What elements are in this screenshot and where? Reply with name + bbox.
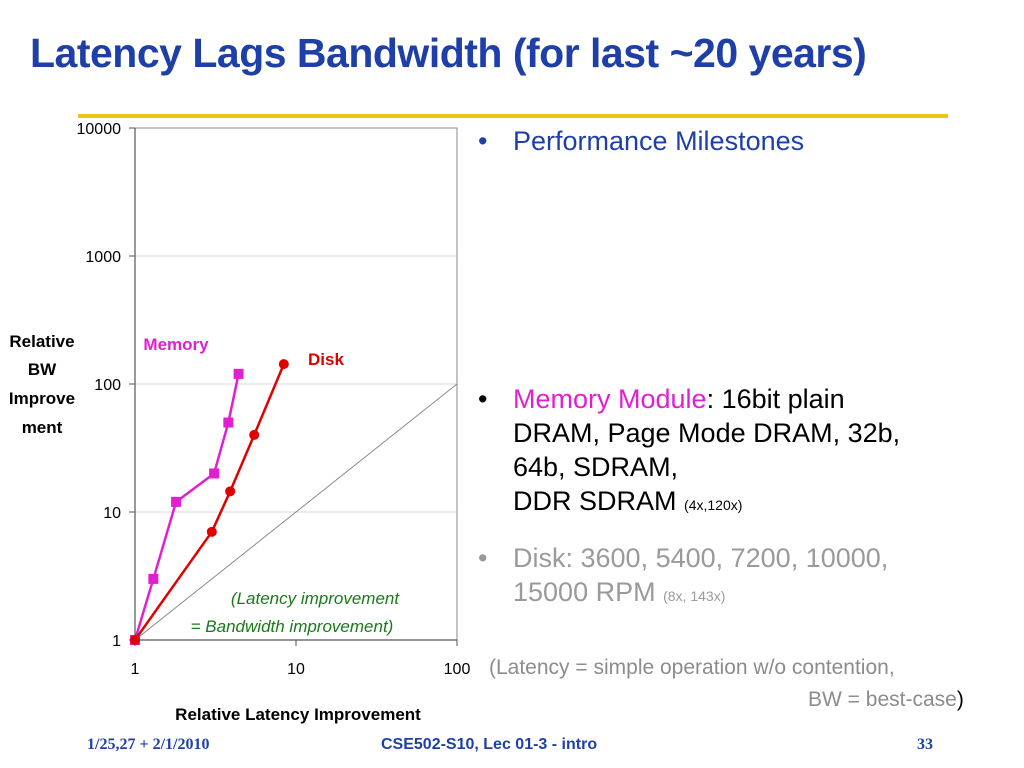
memory-ratio: (4x,120x) <box>684 497 743 513</box>
memory-line2: DRAM, Page Mode DRAM, 32b, <box>513 418 901 448</box>
x-axis-title: Relative Latency Improvement <box>175 705 421 724</box>
gridlines <box>135 127 457 513</box>
y-tick-label: 10000 <box>77 121 122 138</box>
bullet-memory-text: Memory Module: 16bit plain DRAM, Page Mo… <box>513 382 900 522</box>
memory-module-highlight: Memory Module <box>513 384 707 414</box>
bullet-dot: • <box>478 543 488 573</box>
disk-line1: Disk: 3600, 5400, 7200, 10000, <box>513 543 889 573</box>
chart-labels: Relative Latency Improvement Relative BW Im… <box>9 332 421 724</box>
memory-line1-rest: : 16bit plain <box>706 384 845 414</box>
y-tick-label: 100 <box>94 377 121 394</box>
title-underline <box>78 114 948 118</box>
y-tick-label: 1 <box>112 633 121 650</box>
latency-bw-chart: 1 10 100 1000 10000 1 10 100 Relative Latency I… <box>9 121 470 724</box>
reference-label-line1: (Latency improvement <box>231 589 400 608</box>
memory-data-point <box>223 417 234 428</box>
disk-line2: 15000 RPM <box>513 577 656 607</box>
y-axis-title-line: ment <box>22 418 63 437</box>
latency-definition-note: (Latency = simple operation w/o contenti… <box>489 656 895 679</box>
y-axis-title-line: BW <box>28 360 57 379</box>
memory-series-label: Memory <box>143 335 209 354</box>
memory-data-point <box>233 368 244 379</box>
memory-line3: 64b, SDRAM, <box>513 452 679 482</box>
y-tick-label: 1000 <box>85 249 121 266</box>
series-group <box>130 359 289 645</box>
x-tick-label: 100 <box>444 661 470 678</box>
disk-ratio: (8x, 143x) <box>663 588 726 604</box>
disk-data-point <box>206 526 217 537</box>
y-axis-title-line: Relative <box>9 332 74 351</box>
note-close-paren: ) <box>956 688 964 711</box>
reference-label-line2: = Bandwidth improvement) <box>191 617 394 636</box>
footer-page-number: 33 <box>917 736 933 753</box>
disk-data-point <box>130 635 140 645</box>
disk-data-point <box>249 429 260 440</box>
y-axis-title-line: Improve <box>9 389 75 408</box>
slide-title: Latency Lags Bandwidth (for last ~20 yea… <box>30 30 867 76</box>
x-tick-label: 1 <box>131 661 140 678</box>
memory-series-line <box>133 373 240 641</box>
bullet-disk-text: Disk: 3600, 5400, 7200, 10000, 15000 RPM… <box>513 541 888 613</box>
bw-definition-text: BW = best-case <box>808 688 957 711</box>
reference-line-group <box>134 383 458 641</box>
bullet-dot: • <box>478 384 488 414</box>
memory-line4: DDR SDRAM <box>513 486 677 516</box>
disk-series-label: Disk <box>308 350 344 369</box>
y-tick-label: 10 <box>103 505 121 522</box>
footer-date: 1/25,27 + 2/1/2010 <box>87 736 210 753</box>
memory-data-point <box>171 496 182 507</box>
memory-data-point <box>148 573 159 584</box>
disk-data-point <box>225 486 236 497</box>
x-tick-label: 10 <box>287 661 305 678</box>
footer-course: CSE502-S10, Lec 01-3 - intro <box>381 736 598 753</box>
equality-reference-line <box>134 383 458 641</box>
bullet-dot: • <box>478 126 488 156</box>
memory-data-point <box>209 468 220 479</box>
bw-definition-note: BW = best-case) <box>808 688 964 712</box>
disk-data-point <box>278 359 289 370</box>
bullet-performance-text: Performance Milestones <box>513 126 805 156</box>
